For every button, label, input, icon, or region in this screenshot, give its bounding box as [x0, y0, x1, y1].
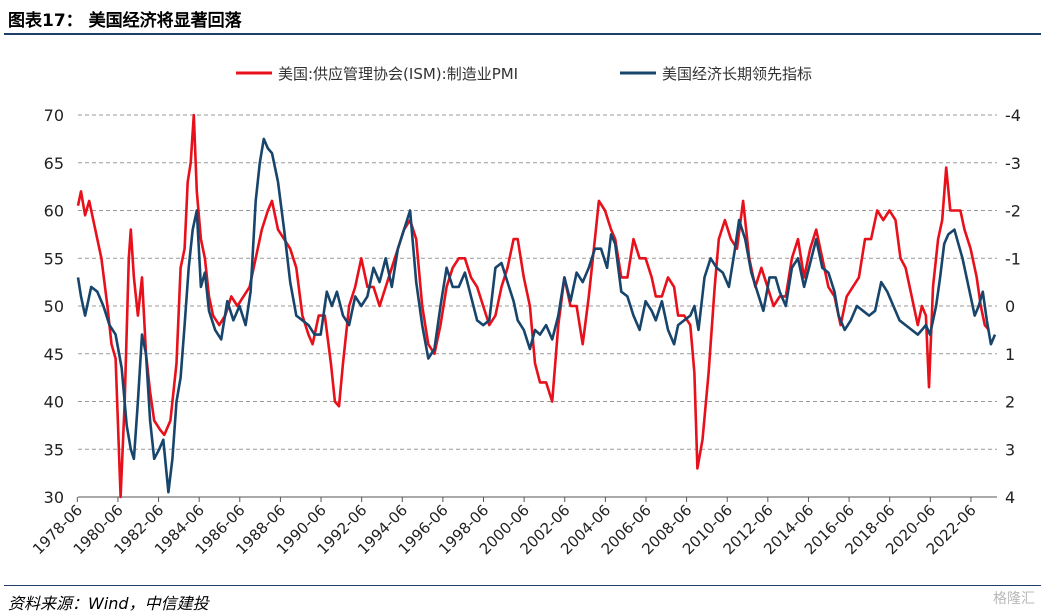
right-tick-label: -1: [1005, 249, 1021, 268]
watermark: 格隆汇: [993, 591, 1035, 607]
right-tick-label: -2: [1005, 202, 1021, 221]
legend-label: 美国:供应管理协会(ISM):制造业PMI: [278, 65, 518, 83]
legend-label: 美国经济长期领先指标: [662, 65, 812, 83]
left-tick-label: 40: [44, 393, 64, 412]
right-tick-label: 1: [1005, 345, 1015, 364]
source-divider: [4, 585, 1041, 586]
figure-title: 图表17： 美国经济将显著回落: [8, 11, 242, 31]
left-tick-label: 45: [44, 345, 64, 364]
grid-lines: [78, 114, 997, 450]
right-tick-label: -4: [1005, 106, 1021, 125]
left-tick-label: 60: [44, 202, 64, 221]
left-tick-label: 35: [44, 440, 64, 459]
right-tick-label: -3: [1005, 154, 1021, 173]
left-tick-label: 55: [44, 249, 64, 268]
left-tick-label: 65: [44, 154, 64, 173]
right-tick-label: 2: [1005, 393, 1015, 412]
x-axis-ticks: 1978-061980-061982-061984-061986-061988-…: [29, 497, 980, 558]
right-tick-label: 4: [1005, 488, 1015, 507]
left-tick-label: 30: [44, 488, 64, 507]
right-tick-label: 3: [1005, 440, 1015, 459]
series-lines: [76, 113, 997, 499]
pmi-series-line: [76, 113, 990, 499]
left-tick-label: 50: [44, 297, 64, 316]
source-note: 资料来源：Wind，中信建投: [8, 594, 209, 613]
right-axis-ticks: -4 -3 -2 -1 0 1 2 3 4: [1005, 106, 1021, 507]
legend: 美国:供应管理协会(ISM):制造业PMI 美国经济长期领先指标: [236, 65, 812, 83]
right-tick-label: 0: [1005, 297, 1015, 316]
left-tick-label: 70: [44, 106, 64, 125]
title-divider: [4, 33, 1041, 35]
leading-index-series-line: [76, 137, 997, 494]
left-axis-ticks: 30 35 40 45 50 55 60 65 70: [44, 106, 64, 507]
